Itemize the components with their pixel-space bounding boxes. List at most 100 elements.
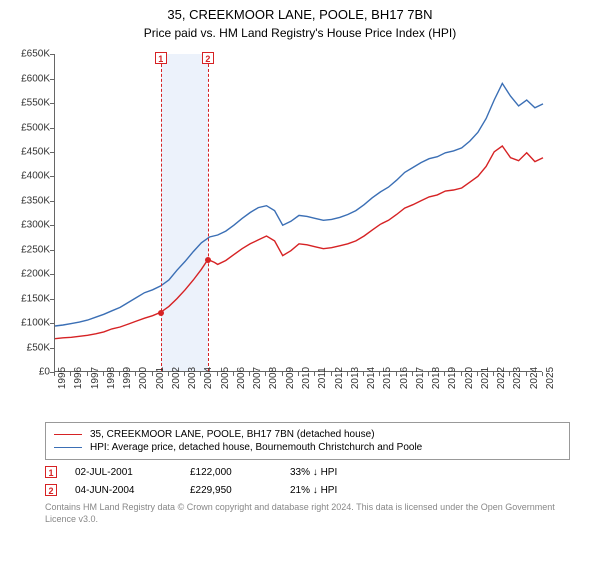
- sales-diff: 33% ↓ HPI: [290, 467, 390, 478]
- x-axis-label: 2020: [464, 367, 475, 389]
- x-axis-label: 2003: [187, 367, 198, 389]
- x-axis-label: 2009: [285, 367, 296, 389]
- y-axis-label: £600K: [10, 73, 50, 84]
- y-axis-label: £200K: [10, 269, 50, 280]
- y-axis-label: £450K: [10, 147, 50, 158]
- x-tick: [168, 372, 169, 376]
- x-tick: [70, 372, 71, 376]
- legend-row: HPI: Average price, detached house, Bour…: [54, 442, 561, 453]
- x-axis-label: 2005: [220, 367, 231, 389]
- x-axis-label: 2015: [382, 367, 393, 389]
- x-tick: [184, 372, 185, 376]
- x-tick: [526, 372, 527, 376]
- x-axis-label: 1999: [122, 367, 133, 389]
- sales-table: 102-JUL-2001£122,00033% ↓ HPI204-JUN-200…: [0, 466, 600, 496]
- x-tick: [249, 372, 250, 376]
- y-axis-label: £500K: [10, 122, 50, 133]
- chart-subtitle: Price paid vs. HM Land Registry's House …: [0, 26, 600, 40]
- y-axis-label: £650K: [10, 49, 50, 60]
- y-tick: [50, 348, 54, 349]
- sales-date: 02-JUL-2001: [75, 467, 190, 478]
- x-axis-label: 2001: [155, 367, 166, 389]
- y-axis-label: £50K: [10, 342, 50, 353]
- x-tick: [200, 372, 201, 376]
- x-tick: [135, 372, 136, 376]
- x-tick: [493, 372, 494, 376]
- x-tick: [54, 372, 55, 376]
- x-axis-label: 2010: [301, 367, 312, 389]
- y-axis-label: £350K: [10, 195, 50, 206]
- x-axis-label: 2014: [366, 367, 377, 389]
- x-tick: [282, 372, 283, 376]
- sale-event-line: [161, 54, 162, 371]
- y-axis-label: £0: [10, 367, 50, 378]
- x-axis-label: 1995: [57, 367, 68, 389]
- sale-point-dot: [158, 310, 164, 316]
- x-axis-label: 2016: [399, 367, 410, 389]
- x-axis-label: 2002: [171, 367, 182, 389]
- x-axis-label: 2000: [138, 367, 149, 389]
- sales-price: £229,950: [190, 485, 290, 496]
- legend-swatch: [54, 434, 82, 435]
- plot-area: 12: [54, 54, 542, 372]
- x-axis-label: 2025: [545, 367, 556, 389]
- chart-title: 35, CREEKMOOR LANE, POOLE, BH17 7BN: [0, 6, 600, 24]
- x-tick: [477, 372, 478, 376]
- y-tick: [50, 250, 54, 251]
- y-axis-label: £300K: [10, 220, 50, 231]
- chart-lines: [55, 54, 543, 372]
- x-tick: [363, 372, 364, 376]
- sale-event-marker: 1: [155, 52, 167, 64]
- x-tick: [444, 372, 445, 376]
- x-tick: [412, 372, 413, 376]
- x-tick: [509, 372, 510, 376]
- sales-diff: 21% ↓ HPI: [290, 485, 390, 496]
- x-axis-label: 2007: [252, 367, 263, 389]
- x-axis-label: 1998: [106, 367, 117, 389]
- x-tick: [152, 372, 153, 376]
- chart-container: 12 £0 £50K £100K £150K £200K £250K £300K £350K £…: [8, 48, 592, 416]
- x-tick: [314, 372, 315, 376]
- x-tick: [331, 372, 332, 376]
- series-price_paid: [55, 146, 543, 339]
- x-tick: [87, 372, 88, 376]
- x-axis-label: 2008: [268, 367, 279, 389]
- x-tick: [233, 372, 234, 376]
- x-tick: [298, 372, 299, 376]
- legend-label: 35, CREEKMOOR LANE, POOLE, BH17 7BN (det…: [90, 429, 375, 440]
- x-tick: [396, 372, 397, 376]
- sales-price: £122,000: [190, 467, 290, 478]
- x-axis-label: 2012: [334, 367, 345, 389]
- sale-point-dot: [205, 257, 211, 263]
- y-axis-label: £400K: [10, 171, 50, 182]
- x-axis-label: 2017: [415, 367, 426, 389]
- legend: 35, CREEKMOOR LANE, POOLE, BH17 7BN (det…: [45, 422, 570, 460]
- x-tick: [461, 372, 462, 376]
- y-tick: [50, 152, 54, 153]
- y-tick: [50, 54, 54, 55]
- legend-label: HPI: Average price, detached house, Bour…: [90, 442, 422, 453]
- y-tick: [50, 323, 54, 324]
- x-axis-label: 2023: [512, 367, 523, 389]
- legend-row: 35, CREEKMOOR LANE, POOLE, BH17 7BN (det…: [54, 429, 561, 440]
- y-tick: [50, 274, 54, 275]
- sale-event-line: [208, 54, 209, 371]
- x-axis-label: 2004: [203, 367, 214, 389]
- y-tick: [50, 299, 54, 300]
- x-tick: [119, 372, 120, 376]
- x-tick: [428, 372, 429, 376]
- x-axis-label: 2019: [447, 367, 458, 389]
- x-tick: [542, 372, 543, 376]
- y-axis-label: £100K: [10, 318, 50, 329]
- x-axis-label: 2024: [529, 367, 540, 389]
- y-tick: [50, 225, 54, 226]
- y-axis-label: £250K: [10, 244, 50, 255]
- y-axis-label: £150K: [10, 293, 50, 304]
- y-tick: [50, 103, 54, 104]
- x-axis-label: 2018: [431, 367, 442, 389]
- x-tick: [347, 372, 348, 376]
- x-axis-label: 2021: [480, 367, 491, 389]
- y-tick: [50, 79, 54, 80]
- x-axis-label: 2022: [496, 367, 507, 389]
- x-tick: [379, 372, 380, 376]
